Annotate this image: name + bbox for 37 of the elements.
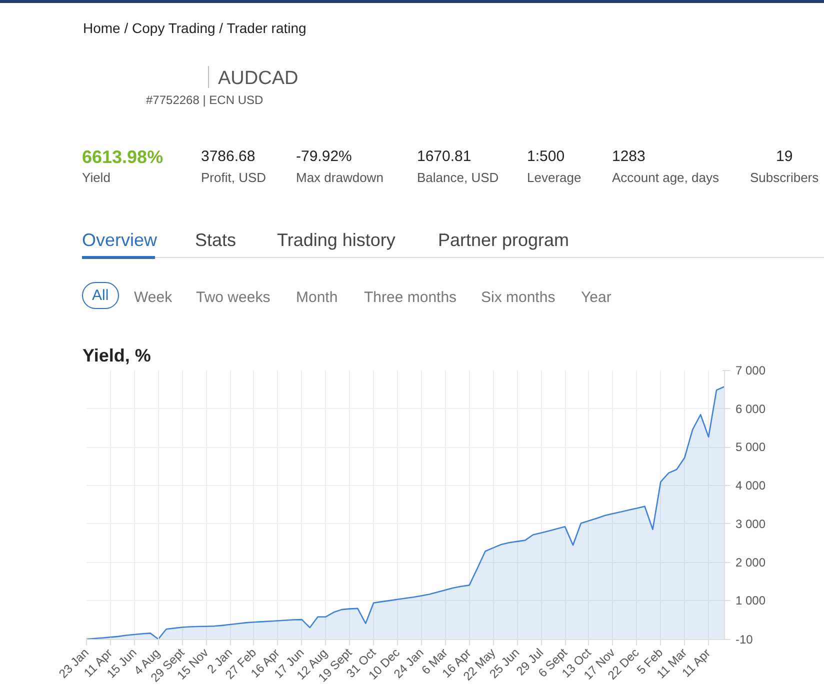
- text: -79.92%: [296, 147, 352, 167]
- y-tick-label: 1 000: [736, 594, 766, 608]
- text: Yield: [82, 169, 110, 187]
- text: Subscribers: [750, 169, 819, 187]
- text: Trading history: [277, 229, 396, 252]
- y-tick-label: 4 000: [736, 478, 766, 493]
- text: Three months: [364, 288, 457, 308]
- y-tick-label: 5 000: [736, 440, 766, 454]
- text: Month: [296, 288, 338, 308]
- text: Profit, USD: [201, 169, 266, 187]
- text: 1:500: [527, 147, 565, 167]
- y-tick-label: 2 000: [736, 555, 766, 570]
- text: 1670.81: [417, 147, 472, 167]
- text: 3786.68: [201, 147, 256, 167]
- text: Week: [134, 288, 172, 308]
- text: Overview: [82, 229, 158, 252]
- text: Max drawdown: [296, 169, 384, 187]
- text: Year: [581, 288, 612, 308]
- text: #7752268 | ECN USD: [146, 92, 264, 109]
- y-tick-label: 7 000: [736, 364, 766, 378]
- text: Leverage: [527, 169, 582, 187]
- text: Partner program: [438, 229, 570, 252]
- y-tick-label: 3 000: [736, 516, 766, 531]
- y-tick-label: 6 000: [736, 402, 766, 416]
- text: Home / Copy Trading / Trader rating: [83, 19, 306, 38]
- chart-title: Yield, %: [82, 346, 151, 366]
- text: Six months: [481, 288, 556, 308]
- text: Balance, USD: [417, 169, 499, 187]
- text: Stats: [195, 229, 236, 252]
- text: 19: [776, 147, 793, 167]
- text: Account age, days: [612, 169, 719, 187]
- text: 6613.98%: [82, 146, 164, 169]
- text: AUDCAD: [218, 67, 298, 91]
- text: Two weeks: [196, 288, 270, 308]
- y-tick-label: -10: [736, 632, 754, 646]
- text: 1283: [612, 147, 646, 167]
- text: All: [82, 282, 119, 310]
